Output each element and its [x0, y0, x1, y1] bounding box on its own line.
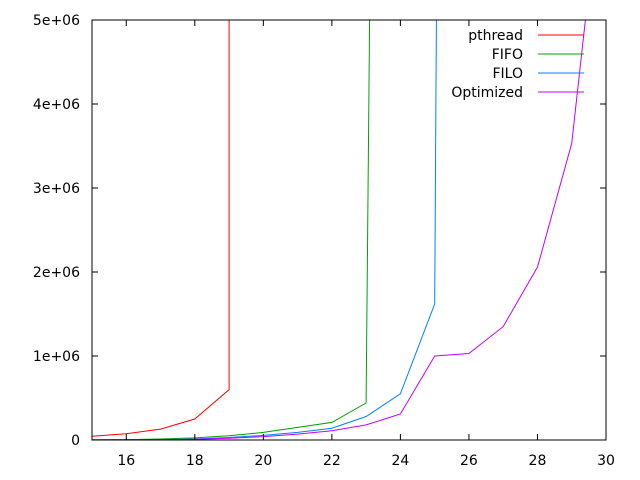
- x-tick-label: 22: [323, 453, 341, 469]
- y-tick-label: 0: [71, 433, 80, 449]
- x-tick-label: 16: [117, 453, 135, 469]
- x-tick-label: 28: [529, 453, 547, 469]
- plot-frame: [91, 19, 607, 441]
- y-tick-label: 1e+06: [33, 349, 80, 365]
- x-tick-label: 20: [254, 453, 272, 469]
- legend-label-fifo: FIFO: [492, 47, 523, 63]
- x-tick-label: 30: [597, 453, 615, 469]
- series-line-optimized: [92, 20, 586, 440]
- series-line-pthread: [92, 20, 230, 437]
- legend-label-optimized: Optimized: [451, 85, 523, 101]
- x-tick-label: 26: [460, 453, 478, 469]
- series-line-fifo: [92, 20, 371, 440]
- legend-label-pthread: pthread: [468, 28, 523, 44]
- y-tick-label: 4e+06: [33, 97, 80, 113]
- legend-label-filo: FILO: [492, 66, 523, 82]
- y-tick-label: 5e+06: [33, 13, 80, 29]
- series-layer: [92, 20, 586, 440]
- x-tick-label: 24: [391, 453, 409, 469]
- y-tick-label: 2e+06: [33, 265, 80, 281]
- y-tick-label: 3e+06: [33, 181, 80, 197]
- ticks-layer: 0 1e+06 2e+06 3e+06 4e+06 5e+06 16 18 20 22 24 26 28…: [33, 13, 615, 469]
- legend: pthread FIFO FILO Optimized: [451, 28, 584, 101]
- series-line-filo: [92, 20, 437, 440]
- x-tick-label: 18: [186, 453, 204, 469]
